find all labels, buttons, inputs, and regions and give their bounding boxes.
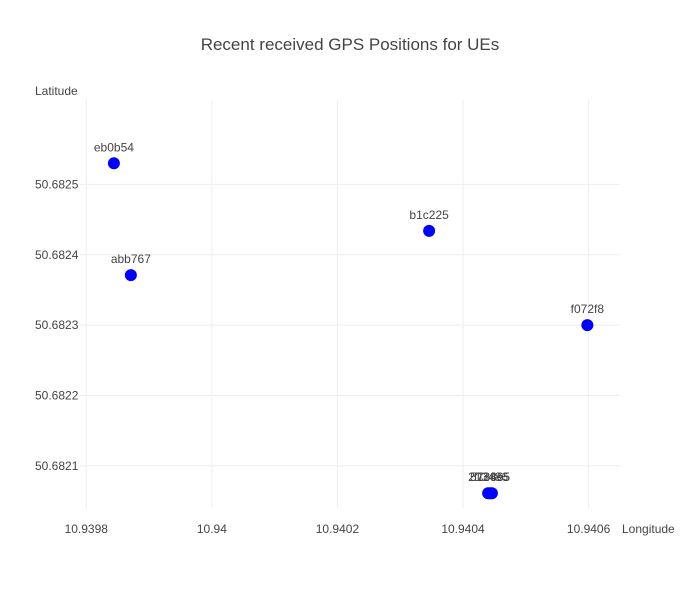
point-label-eb0b54: eb0b54 [94,140,134,154]
data-point-abb767[interactable] [124,269,137,282]
point-label-abb767: abb767 [111,252,151,266]
y-tick-label: 50.6821 [35,459,79,473]
point-label-f072f8: f072f8 [571,302,605,316]
data-point-f1c4e5[interactable] [485,487,498,500]
point-label-213486: 213486 [468,470,508,484]
x-axis-label: Longitude [622,522,675,536]
point-layer [107,157,594,500]
x-tick-label: 10.9402 [316,522,360,536]
data-point-f072f8[interactable] [581,319,594,332]
x-tick-label: 10.9404 [441,522,485,536]
point-label-layer: eb0b54 abb767 b1c225 f072f8 213486573865f1c4… [94,140,604,484]
y-tick-label: 50.6823 [35,318,79,332]
y-tick-label: 50.6824 [35,248,79,262]
point-label-b1c225: b1c225 [409,208,449,222]
y-tick-label: 50.6822 [35,388,79,402]
grid-layer [80,100,620,508]
tick-layer: 10.9398 10.94 10.9402 10.9404 10.9406 50.6821… [35,177,611,536]
data-point-b1c225[interactable] [423,224,436,237]
data-point-eb0b54[interactable] [107,157,120,170]
point-label-573865: 573865 [470,470,510,484]
x-tick-label: 10.9406 [567,522,611,536]
chart-title: Recent received GPS Positions for UEs [201,35,500,54]
y-tick-label: 50.6825 [35,177,79,191]
x-tick-label: 10.94 [197,522,227,536]
y-axis-label: Latitude [35,84,78,98]
x-tick-label: 10.9398 [65,522,109,536]
point-label-f1c4e5: f1c4e5 [474,470,510,484]
